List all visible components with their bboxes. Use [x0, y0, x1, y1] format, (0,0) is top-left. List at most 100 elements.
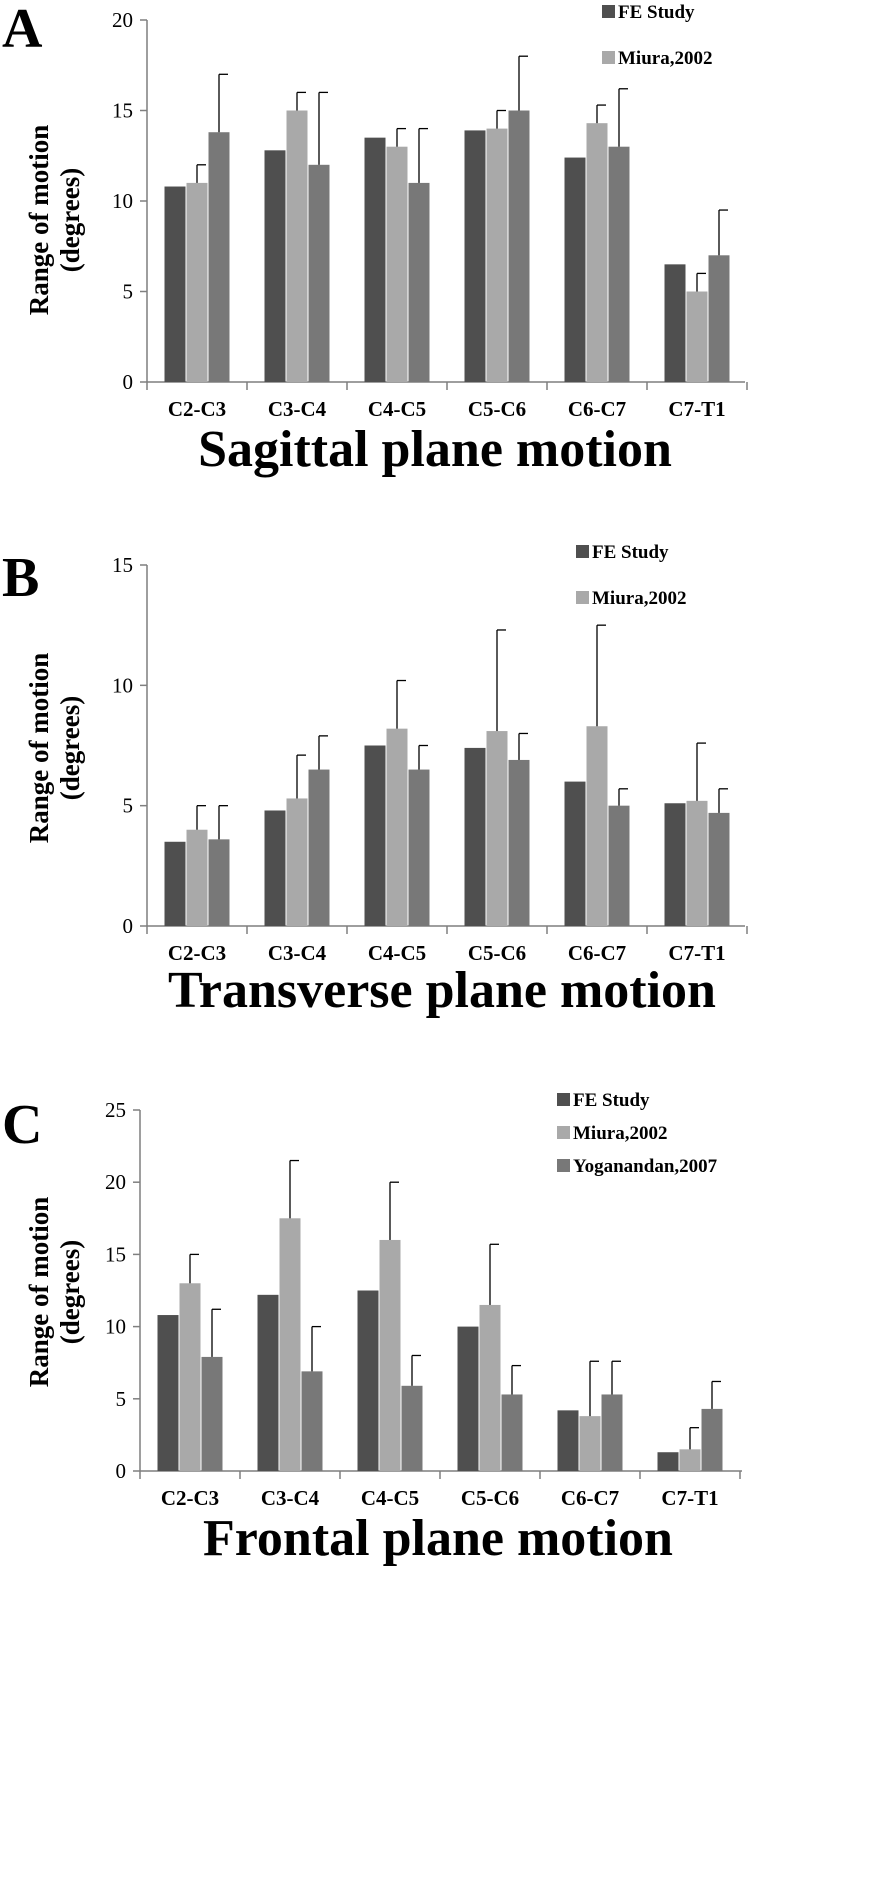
x-category-label: C2-C3	[168, 941, 226, 965]
y-axis-title: Range of motion(degrees)	[24, 1197, 85, 1388]
y-tick-label: 0	[123, 370, 134, 394]
bar-series-3	[208, 132, 230, 382]
bar-miura-2002	[286, 110, 308, 382]
y-tick-label: 15	[112, 553, 133, 577]
x-axis-title: Transverse plane motion	[168, 962, 716, 1019]
x-category-label: C6-C7	[568, 397, 626, 421]
bar-series-3	[608, 805, 630, 926]
x-category-label: C5-C6	[461, 1486, 519, 1510]
bar-yoganandan-2007	[301, 1371, 323, 1471]
bar-fe-study	[464, 130, 486, 382]
bar-miura-2002	[679, 1449, 701, 1471]
y-tick-label: 10	[105, 1315, 126, 1339]
bar-miura-2002	[579, 1416, 601, 1471]
bar-series-3	[408, 769, 430, 926]
bar-fe-study	[664, 264, 686, 382]
y-tick-label: 0	[116, 1459, 127, 1483]
panel-c-frontal: C 0 5 10 15 20 25 C2-C3 C3-C4 C4-C5 C5-C6 C6-C7 C7-T…	[2, 1090, 742, 1567]
x-category-label: C7-T1	[668, 941, 725, 965]
x-category-label: C6-C7	[561, 1486, 619, 1510]
legend-swatch	[602, 51, 615, 64]
legend-label: FE Study	[618, 2, 695, 23]
x-category-label: C4-C5	[361, 1486, 419, 1510]
bar-series-3	[708, 812, 730, 926]
bar-series-3	[408, 182, 430, 382]
bar-miura-2002	[179, 1283, 201, 1471]
bar-series-3	[308, 164, 330, 382]
legend-swatch	[602, 5, 615, 18]
legend-label: FE Study	[573, 1090, 650, 1111]
bar-fe-study	[564, 781, 586, 926]
y-tick-label: 20	[112, 8, 133, 32]
y-tick-label: 10	[112, 673, 133, 697]
y-tick-label: 20	[105, 1170, 126, 1194]
legend-swatch	[557, 1093, 570, 1106]
bar-miura-2002	[486, 731, 508, 926]
bar-miura-2002	[686, 291, 708, 382]
y-axis-title: Range of motion(degrees)	[24, 125, 85, 316]
legend-label: FE Study	[592, 542, 669, 563]
bar-fe-study	[364, 137, 386, 382]
y-axis-title: Range of motion(degrees)	[24, 653, 85, 844]
bar-series-3	[308, 769, 330, 926]
bar-miura-2002	[379, 1239, 401, 1471]
y-tick-label: 5	[116, 1387, 127, 1411]
bar-miura-2002	[386, 728, 408, 926]
x-category-label: C5-C6	[468, 941, 526, 965]
bar-miura-2002	[186, 829, 208, 926]
panel-b-transverse: B 0 5 10 15 C2-C3 C3-C4 C4-C5 C5-C6 C6-C7 C7-T1 Ran…	[2, 542, 748, 1019]
bar-fe-study	[657, 1452, 679, 1471]
x-category-label: C4-C5	[368, 397, 426, 421]
bar-yoganandan-2007	[501, 1394, 523, 1471]
bar-series-3	[208, 839, 230, 926]
bar-miura-2002	[186, 182, 208, 382]
legend-label: Miura,2002	[573, 1123, 667, 1144]
panel-letter: C	[2, 1094, 42, 1156]
legend-label: Yoganandan,2007	[573, 1156, 718, 1177]
x-category-label: C4-C5	[368, 941, 426, 965]
bar-yoganandan-2007	[601, 1394, 623, 1471]
bar-fe-study	[164, 186, 186, 382]
bar-miura-2002	[286, 798, 308, 926]
bar-miura-2002	[686, 800, 708, 926]
x-category-label: C6-C7	[568, 941, 626, 965]
x-category-label: C5-C6	[468, 397, 526, 421]
legend-swatch	[576, 545, 589, 558]
bar-miura-2002	[586, 123, 608, 383]
y-tick-label: 15	[105, 1242, 126, 1266]
bar-fe-study	[264, 810, 286, 926]
x-category-label: C2-C3	[161, 1486, 219, 1510]
bar-miura-2002	[586, 726, 608, 926]
x-category-label: C3-C4	[261, 1486, 320, 1510]
bar-miura-2002	[479, 1304, 501, 1471]
y-tick-label: 5	[123, 280, 134, 304]
bar-fe-study	[157, 1315, 179, 1471]
bar-yoganandan-2007	[701, 1408, 723, 1471]
x-category-label: C7-T1	[668, 397, 725, 421]
bar-series-3	[508, 759, 530, 926]
bar-fe-study	[664, 803, 686, 926]
bar-fe-study	[457, 1326, 479, 1471]
legend-swatch	[576, 591, 589, 604]
bar-fe-study	[164, 841, 186, 926]
x-axis-title: Frontal plane motion	[203, 1510, 673, 1567]
bar-yoganandan-2007	[201, 1356, 223, 1471]
y-tick-label: 10	[112, 189, 133, 213]
x-category-label: C7-T1	[661, 1486, 718, 1510]
y-tick-label: 0	[123, 914, 134, 938]
bar-series-3	[608, 146, 630, 382]
y-tick-label: 5	[123, 794, 134, 818]
x-category-label: C3-C4	[268, 941, 327, 965]
bar-fe-study	[357, 1290, 379, 1471]
bar-series-3	[708, 255, 730, 382]
bar-fe-study	[557, 1410, 579, 1471]
y-tick-label: 15	[112, 99, 133, 123]
bar-fe-study	[564, 157, 586, 382]
x-category-label: C2-C3	[168, 397, 226, 421]
panel-a-sagittal: A 0 5 10 15 20 C2-C3 C3-C4 C4-C5 C5-C6 C6-C7 C7-T1 R…	[2, 0, 748, 478]
bar-fe-study	[257, 1294, 279, 1471]
legend-label: Miura,2002	[592, 588, 686, 609]
panel-letter: B	[2, 547, 39, 609]
y-tick-label: 25	[105, 1098, 126, 1122]
